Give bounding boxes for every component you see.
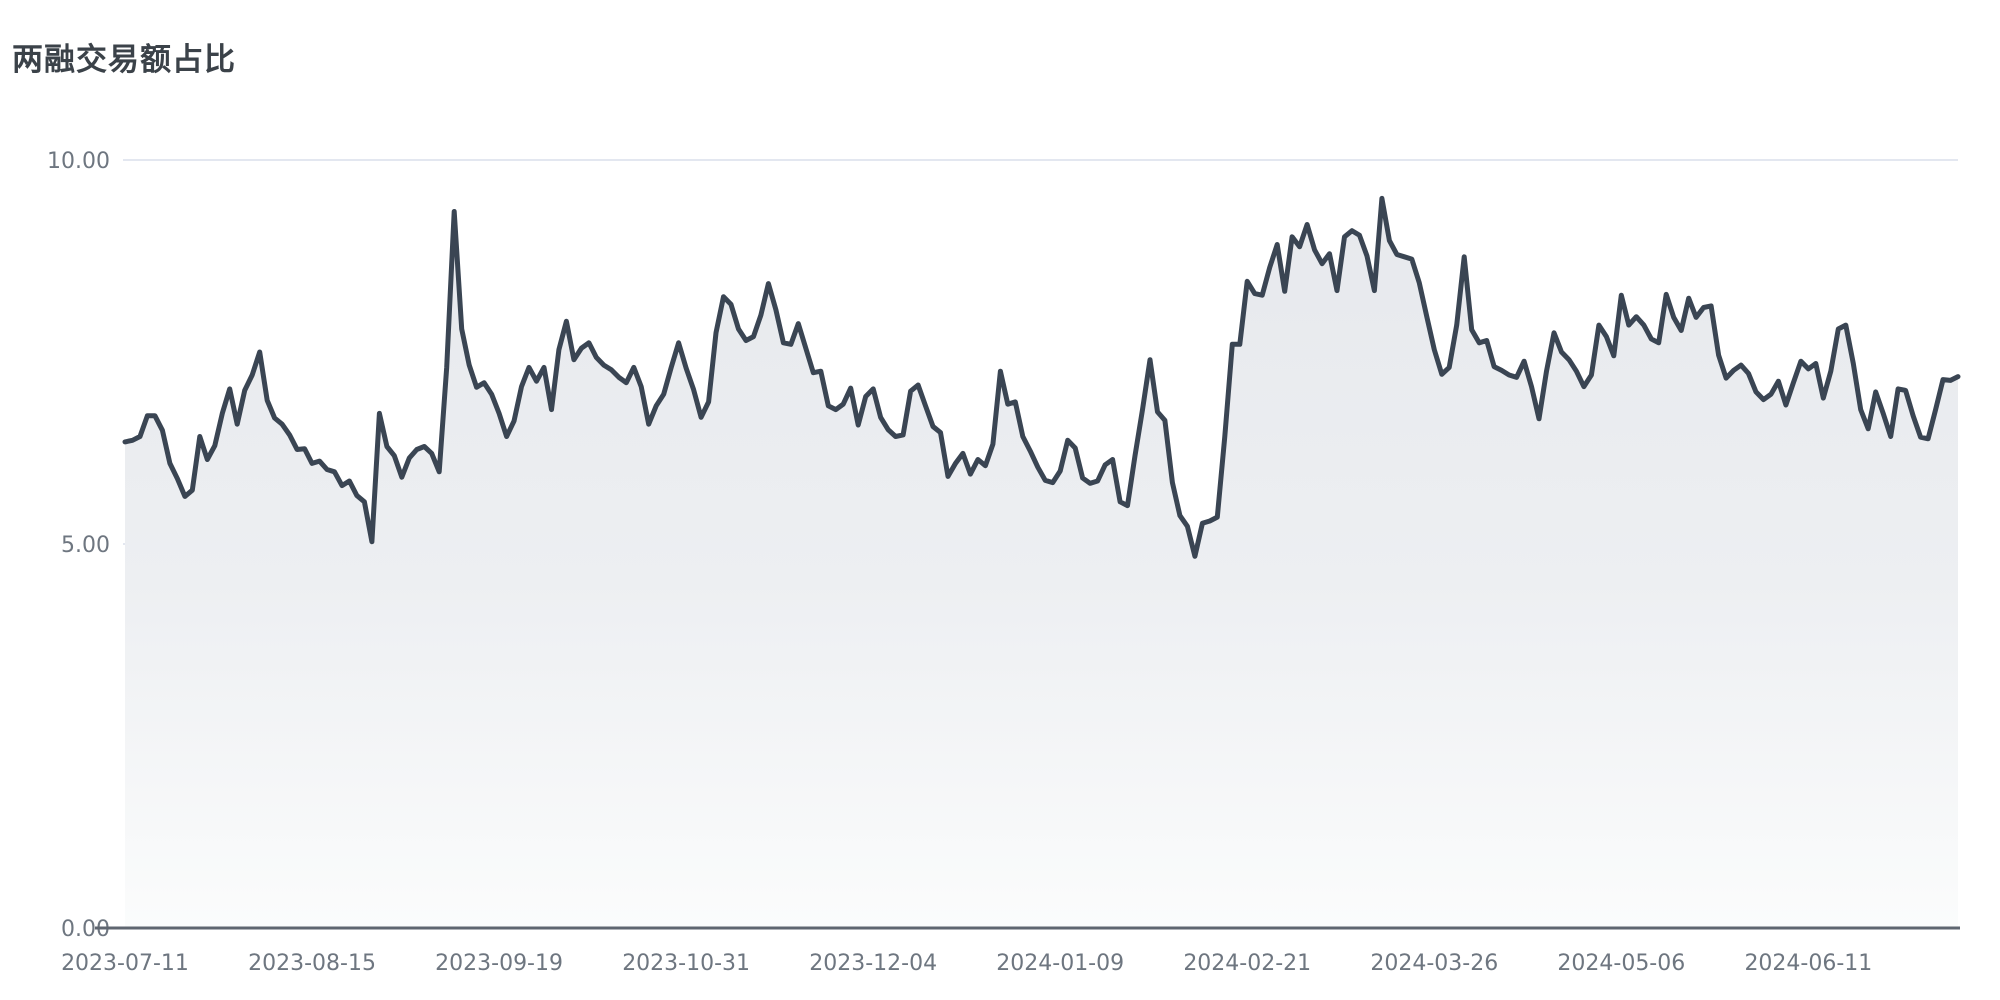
x-axis-label: 2024-01-09 [996,951,1124,976]
chart-title: 两融交易额占比 [12,42,236,78]
x-axis-label: 2023-08-15 [248,951,376,976]
x-axis-label: 2023-07-11 [61,951,189,976]
x-axis-label: 2023-10-31 [622,951,750,976]
x-axis-label: 2024-03-26 [1370,951,1498,976]
x-axis-label: 2023-12-04 [809,951,937,976]
x-axis-label: 2023-09-19 [435,951,563,976]
series-line [122,195,1961,559]
x-axis-label: 2024-02-21 [1183,951,1311,976]
y-axis-label: 5.00 [61,533,110,558]
x-axis-label: 2024-05-06 [1557,951,1685,976]
x-axis-label: 2024-06-11 [1744,951,1872,976]
y-axis-label: 10.00 [47,149,110,174]
series-area [125,198,1958,928]
